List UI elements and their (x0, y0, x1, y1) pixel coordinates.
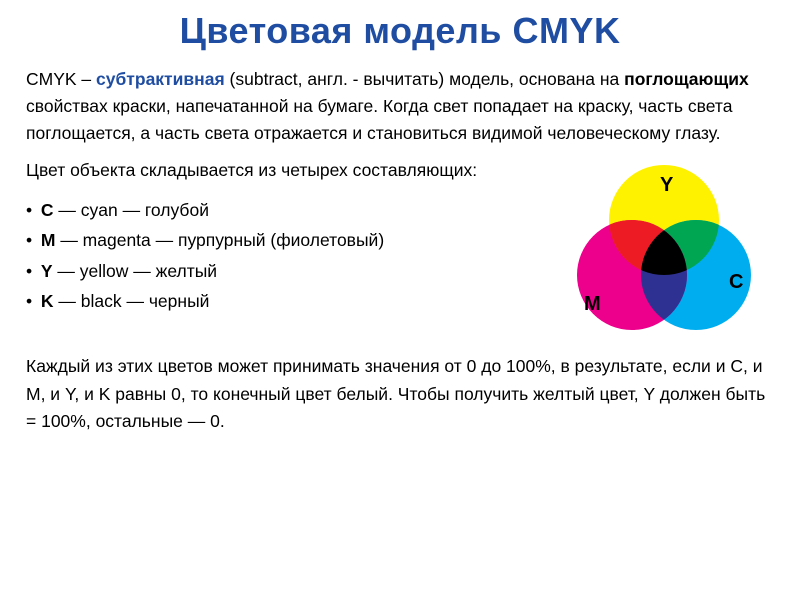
venn-container: Y C M (554, 163, 774, 353)
venn-label-c: C (729, 271, 743, 294)
text: свойствах краски, напечатанной на бумаге… (26, 96, 732, 143)
list-item: • M — magenta — пурпурный (фиолетовый) (26, 225, 554, 256)
cmyk-list: • C — cyan — голубой • M — magenta — пур… (26, 195, 554, 318)
list-item: • K — black — черный (26, 286, 554, 317)
text: (subtract, англ. - вычитать) модель, осн… (225, 69, 624, 89)
cmyk-desc: — cyan — голубой (54, 200, 209, 220)
paragraph-components-intro: Цвет объекта складывается из четырех сос… (26, 157, 554, 184)
list-item: • Y — yellow — желтый (26, 256, 554, 287)
cmyk-letter: C (41, 200, 54, 220)
cmyk-letter: Y (41, 261, 53, 281)
slide-title: Цветовая модель CMYK (26, 10, 774, 52)
cmyk-letter: M (41, 230, 56, 250)
paragraph-definition: CMYK – субтрактивная (subtract, англ. - … (26, 66, 774, 147)
paragraph-values: Каждый из этих цветов может принимать зн… (26, 353, 774, 434)
cmyk-desc: — magenta — пурпурный (фиолетовый) (55, 230, 384, 250)
slide: Цветовая модель CMYK CMYK – субтрактивна… (0, 0, 800, 600)
left-column: Цвет объекта складывается из четырех сос… (26, 157, 554, 327)
cmyk-letter: K (41, 291, 54, 311)
middle-row: Цвет объекта складывается из четырех сос… (26, 157, 774, 353)
emphasis-subtractive: субтрактивная (96, 69, 225, 89)
venn-label-y: Y (660, 174, 673, 197)
text: CMYK – (26, 69, 96, 89)
emphasis-absorbing: поглощающих (624, 69, 749, 89)
venn-label-m: M (584, 293, 601, 316)
cmyk-desc: — black — черный (54, 291, 210, 311)
cmyk-desc: — yellow — желтый (53, 261, 218, 281)
list-item: • C — cyan — голубой (26, 195, 554, 226)
